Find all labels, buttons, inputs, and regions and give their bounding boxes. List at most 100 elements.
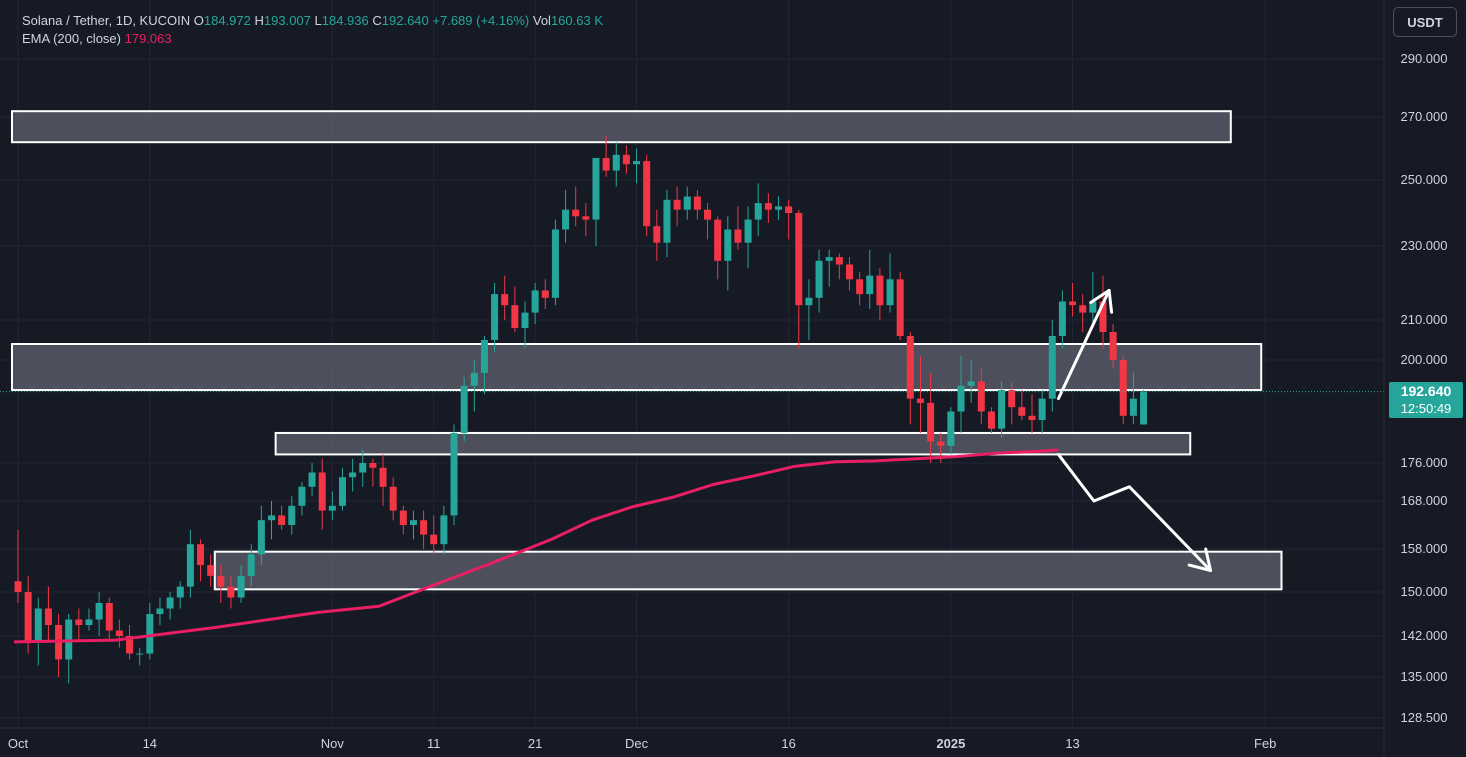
candle-body bbox=[876, 275, 884, 306]
candle-body bbox=[815, 260, 823, 298]
candle-body bbox=[440, 515, 448, 545]
candle-body bbox=[683, 196, 691, 210]
candle-body bbox=[207, 565, 215, 576]
candle-body bbox=[136, 653, 144, 655]
x-tick-label: Nov bbox=[321, 736, 345, 751]
x-tick-label: 14 bbox=[143, 736, 157, 751]
candle-body bbox=[308, 472, 316, 487]
candle-body bbox=[501, 294, 509, 306]
candle-body bbox=[1048, 336, 1056, 399]
candle-body bbox=[1119, 360, 1127, 416]
candle-body bbox=[937, 441, 945, 446]
candle-body bbox=[906, 336, 914, 399]
candle-body bbox=[1079, 305, 1087, 313]
candle-body bbox=[1129, 398, 1137, 416]
candle-body bbox=[572, 209, 580, 217]
candle-body bbox=[663, 199, 671, 243]
candle-body bbox=[693, 196, 701, 210]
x-tick-label: 11 bbox=[427, 736, 441, 751]
candle-body bbox=[1008, 390, 1016, 408]
candle-body bbox=[338, 477, 346, 506]
candle-body bbox=[217, 575, 225, 587]
candle-body bbox=[247, 554, 255, 576]
candle-body bbox=[724, 229, 732, 261]
candle-body bbox=[1038, 398, 1046, 421]
candle-body bbox=[115, 630, 123, 636]
y-tick-label: 176.000 bbox=[1401, 455, 1448, 470]
scenario-arrows bbox=[1056, 288, 1213, 572]
candle-body bbox=[592, 157, 600, 220]
candle-body bbox=[1109, 332, 1117, 360]
x-tick-label: 21 bbox=[528, 736, 542, 751]
candle-body bbox=[328, 505, 336, 511]
arrow-up-head bbox=[1089, 288, 1114, 314]
candle-body bbox=[1018, 407, 1026, 416]
candle-body bbox=[85, 619, 93, 625]
candle-body bbox=[977, 381, 985, 412]
x-tick-label: 13 bbox=[1065, 736, 1079, 751]
open-value: 184.972 bbox=[203, 13, 251, 28]
y-tick-label: 290.000 bbox=[1401, 51, 1448, 66]
price-zone bbox=[11, 110, 1232, 144]
candle-body bbox=[998, 390, 1006, 429]
volume-value: 160.63 K bbox=[550, 13, 603, 28]
candle-body bbox=[947, 411, 955, 446]
candle-body bbox=[95, 603, 103, 620]
candle-body bbox=[643, 161, 651, 227]
bar-countdown: 12:50:49 bbox=[1400, 401, 1452, 416]
candle-body bbox=[825, 257, 833, 261]
high-label: H bbox=[254, 13, 264, 28]
candle-body bbox=[1069, 301, 1077, 306]
x-tick-label: Feb bbox=[1254, 736, 1276, 751]
candle-body bbox=[75, 619, 83, 625]
candle-body bbox=[298, 486, 306, 506]
candle-body bbox=[156, 608, 164, 614]
currency-button[interactable]: USDT bbox=[1393, 7, 1457, 37]
price-zone bbox=[213, 550, 1283, 591]
candle-body bbox=[734, 229, 742, 243]
y-tick-label: 210.000 bbox=[1401, 312, 1448, 327]
arrow-down-path bbox=[1056, 452, 1213, 572]
price-zone bbox=[274, 431, 1192, 456]
arrow-down-head bbox=[1187, 547, 1213, 572]
x-tick-label: 16 bbox=[781, 736, 795, 751]
candle-body bbox=[1089, 301, 1097, 313]
candle-body bbox=[237, 575, 245, 598]
candle-body bbox=[349, 472, 357, 478]
low-label: L bbox=[314, 13, 322, 28]
candle-body bbox=[227, 586, 235, 598]
symbol-title[interactable]: Solana / Tether, 1D, KUCOIN bbox=[22, 13, 191, 28]
volume-label: Vol bbox=[532, 13, 551, 28]
candle-body bbox=[1140, 391, 1148, 425]
x-tick-label: Dec bbox=[625, 736, 649, 751]
candle-body bbox=[785, 206, 793, 213]
candle-body bbox=[531, 290, 539, 313]
candle-body bbox=[359, 463, 367, 473]
candle-body bbox=[1058, 301, 1066, 336]
candle-body bbox=[704, 209, 712, 220]
candle-body bbox=[764, 203, 772, 210]
y-tick-label: 135.000 bbox=[1401, 669, 1448, 684]
ema-label[interactable]: EMA (200, close) bbox=[22, 31, 121, 46]
x-tick-label: Oct bbox=[8, 736, 29, 751]
candle-body bbox=[379, 467, 387, 487]
close-value: 192.640 bbox=[381, 13, 429, 28]
candle-body bbox=[612, 154, 620, 171]
candle-body bbox=[775, 206, 782, 210]
ohlc-row: Solana / Tether, 1D, KUCOIN O184.972 H19… bbox=[22, 12, 603, 30]
candle-body bbox=[369, 463, 377, 468]
candle-body bbox=[288, 505, 296, 525]
y-tick-label: 250.000 bbox=[1401, 172, 1448, 187]
candle-body bbox=[744, 219, 752, 243]
change-value: +7.689 (+4.16%) bbox=[432, 13, 530, 28]
close-label: C bbox=[372, 13, 382, 28]
current-price-tag: 192.640 12:50:49 bbox=[1389, 382, 1463, 418]
candle-body bbox=[916, 398, 924, 403]
x-tick-label: 2025 bbox=[936, 736, 965, 751]
candle-body bbox=[480, 340, 488, 373]
y-tick-label: 168.000 bbox=[1401, 493, 1448, 508]
low-value: 184.936 bbox=[321, 13, 369, 28]
ema-row: EMA (200, close) 179.063 bbox=[22, 30, 603, 48]
